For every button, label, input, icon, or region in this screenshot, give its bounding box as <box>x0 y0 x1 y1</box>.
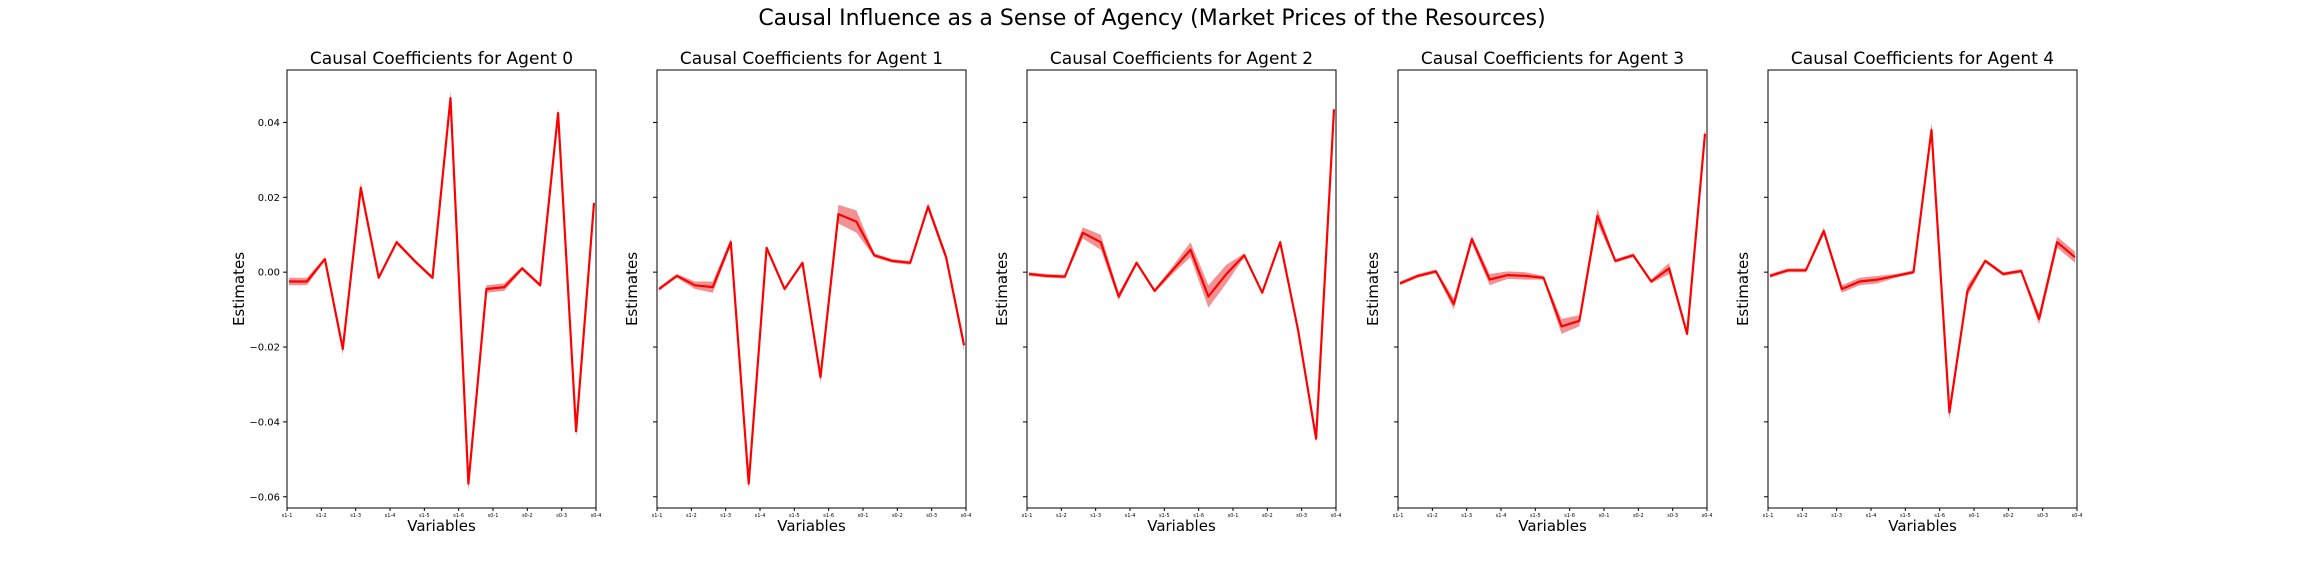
x-axis-label-agent-0: Variables <box>407 517 476 535</box>
x-tick-label: s0-3 <box>1667 513 1678 519</box>
x-tick-label: s1-1 <box>1022 513 1033 519</box>
x-tick-label: s0-1 <box>488 513 499 519</box>
confidence-band-agent-2 <box>1029 105 1334 443</box>
confidence-band-agent-0 <box>289 90 594 492</box>
estimate-line-agent-0 <box>289 96 596 485</box>
panel-title-agent-4: Causal Coefficients for Agent 4 <box>1791 49 2054 69</box>
x-tick-label: s0-4 <box>1702 513 1713 519</box>
panel-title-agent-1: Causal Coefficients for Agent 1 <box>680 49 943 69</box>
y-axis-label-agent-1: Estimates <box>623 252 641 326</box>
y-tick-label: −0.04 <box>249 417 280 428</box>
x-tick-label: s0-4 <box>961 513 972 519</box>
x-tick-label: s1-5 <box>1159 513 1170 519</box>
figure-title: Causal Influence as a Sense of Agency (M… <box>758 6 1546 31</box>
x-tick-label: s0-1 <box>1969 513 1980 519</box>
confidence-band-agent-1 <box>659 202 964 490</box>
x-tick-label: s0-1 <box>858 513 869 519</box>
x-tick-label: s0-2 <box>2003 513 2014 519</box>
x-tick-label: s1-3 <box>350 513 361 519</box>
x-tick-label: s1-3 <box>720 513 731 519</box>
x-tick-label: s0-3 <box>556 513 567 519</box>
axes-frame-agent-0 <box>286 69 597 509</box>
x-axis-label-agent-3: Variables <box>1518 517 1587 535</box>
x-tick-label: s1-2 <box>1427 513 1438 519</box>
x-tick-label: s1-6 <box>453 513 464 519</box>
x-tick-label: s1-1 <box>652 513 663 519</box>
y-tick-label: 0.00 <box>258 268 280 279</box>
panel-title-agent-3: Causal Coefficients for Agent 3 <box>1421 49 1684 69</box>
x-tick-label: s0-4 <box>2072 513 2083 519</box>
x-tick-label: s1-5 <box>1530 513 1541 519</box>
x-tick-label: s1-6 <box>823 513 834 519</box>
x-axis-label-agent-4: Variables <box>1888 517 1957 535</box>
estimate-line-agent-2 <box>1028 109 1336 440</box>
x-tick-label: s1-4 <box>755 513 766 519</box>
x-tick-label: s0-1 <box>1599 513 1610 519</box>
panel-title-agent-0: Causal Coefficients for Agent 0 <box>310 49 573 69</box>
x-tick-label: s1-2 <box>1797 513 1808 519</box>
y-tick-label: 0.02 <box>258 193 280 204</box>
axes-frame-agent-3 <box>1397 69 1708 509</box>
estimate-line-agent-1 <box>658 205 966 485</box>
x-tick-label: s1-4 <box>385 513 396 519</box>
x-tick-label: s1-6 <box>1193 513 1204 519</box>
x-tick-label: s1-3 <box>1461 513 1472 519</box>
x-tick-label: s0-3 <box>1296 513 1307 519</box>
y-axis-label-agent-4: Estimates <box>1734 252 1752 326</box>
x-tick-label: s1-1 <box>1393 513 1404 519</box>
x-tick-label: s0-3 <box>2037 513 2048 519</box>
x-tick-label: s1-5 <box>419 513 430 519</box>
x-axis-label-agent-2: Variables <box>1147 517 1216 535</box>
x-tick-label: s0-2 <box>1633 513 1644 519</box>
x-tick-label: s0-3 <box>926 513 937 519</box>
x-tick-label: s1-2 <box>1056 513 1067 519</box>
x-tick-label: s0-2 <box>1262 513 1273 519</box>
x-tick-label: s1-1 <box>282 513 293 519</box>
axes-frame-agent-2 <box>1026 69 1337 509</box>
x-tick-label: s1-2 <box>686 513 697 519</box>
x-tick-label: s0-1 <box>1228 513 1239 519</box>
x-tick-label: s1-2 <box>316 513 327 519</box>
x-tick-label: s0-2 <box>522 513 533 519</box>
x-axis-label-agent-1: Variables <box>777 517 846 535</box>
y-axis-label-agent-2: Estimates <box>993 252 1011 326</box>
x-tick-label: s1-6 <box>1564 513 1575 519</box>
x-tick-label: s1-3 <box>1831 513 1842 519</box>
x-tick-label: s1-5 <box>1900 513 1911 519</box>
y-axis-label-agent-3: Estimates <box>1364 252 1382 326</box>
panel-title-agent-2: Causal Coefficients for Agent 2 <box>1050 49 1313 69</box>
x-tick-label: s1-1 <box>1763 513 1774 519</box>
x-tick-label: s0-4 <box>591 513 602 519</box>
x-tick-label: s0-4 <box>1331 513 1342 519</box>
x-tick-label: s1-4 <box>1866 513 1877 519</box>
axes-frame-agent-1 <box>656 69 967 509</box>
x-tick-label: s1-5 <box>789 513 800 519</box>
y-tick-label: −0.02 <box>249 343 280 354</box>
estimate-line-agent-4 <box>1769 128 2076 414</box>
confidence-band-agent-4 <box>1770 122 2075 421</box>
x-tick-label: s1-3 <box>1090 513 1101 519</box>
x-tick-label: s0-2 <box>892 513 903 519</box>
x-tick-label: s1-4 <box>1125 513 1136 519</box>
x-tick-label: s1-4 <box>1496 513 1507 519</box>
y-tick-label: 0.04 <box>258 118 280 129</box>
y-axis-label-agent-0: Estimates <box>230 252 248 326</box>
axes-frame-agent-4 <box>1767 69 2078 509</box>
x-tick-label: s1-6 <box>1934 513 1945 519</box>
estimate-line-agent-3 <box>1399 133 1707 335</box>
y-tick-label: −0.06 <box>249 492 280 503</box>
